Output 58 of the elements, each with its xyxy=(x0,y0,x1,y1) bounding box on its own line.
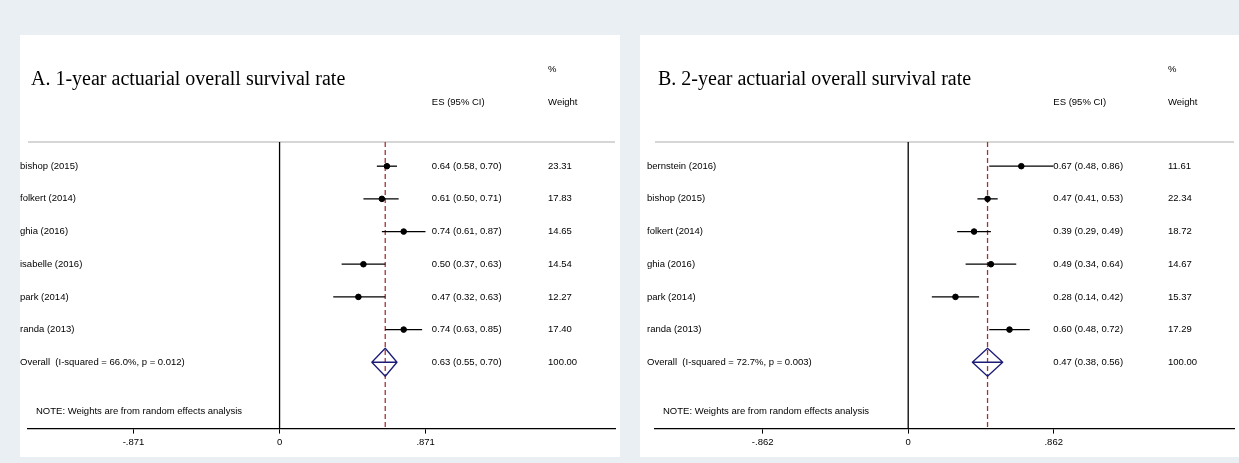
y-tick-label: park (2014) xyxy=(647,290,696,302)
x-tick-label: -.862 xyxy=(751,435,774,447)
annotation: 17.40 xyxy=(548,323,572,335)
y-tick-label: folkert (2014) xyxy=(20,192,76,204)
y-tick-label: bernstein (2016) xyxy=(647,159,717,171)
annotation: 14.65 xyxy=(548,225,572,237)
text: % xyxy=(548,62,558,74)
x-tick-label: 0 xyxy=(905,435,911,447)
text: ES (95% CI) xyxy=(431,95,485,107)
text: % xyxy=(1167,62,1177,74)
x-tick-label: .862 xyxy=(1044,435,1063,447)
annotation: 15.37 xyxy=(1167,290,1192,302)
annotation: 11.61 xyxy=(1167,159,1192,171)
y-tick-label: isabelle (2016) xyxy=(20,257,83,269)
annotation: 0.50 (0.37, 0.63) xyxy=(431,257,502,269)
y-tick-label: bishop (2015) xyxy=(647,192,706,204)
annotation: 0.49 (0.34, 0.64) xyxy=(1053,257,1124,269)
annotation: 12.27 xyxy=(548,290,572,302)
annotation: 23.31 xyxy=(548,159,572,171)
text: Weight xyxy=(548,95,578,107)
annotation: 0.74 (0.63, 0.85) xyxy=(431,323,502,335)
annotation: 0.28 (0.14, 0.42) xyxy=(1053,290,1124,302)
annotation: 0.61 (0.50, 0.71) xyxy=(431,192,502,204)
annotation: 100.00 xyxy=(1167,355,1198,367)
x-tick-label: -.871 xyxy=(122,435,145,447)
annotation: 0.64 (0.58, 0.70) xyxy=(431,159,502,171)
text: ES (95% CI) xyxy=(1053,95,1107,107)
annotation: 0.67 (0.48, 0.86) xyxy=(1053,159,1124,171)
annotation: 0.39 (0.29, 0.49) xyxy=(1053,225,1124,237)
annotation: 0.60 (0.48, 0.72) xyxy=(1053,323,1124,335)
annotation: 17.83 xyxy=(548,192,572,204)
text: Weight xyxy=(1167,95,1198,107)
annotation: 17.29 xyxy=(1167,323,1192,335)
y-tick-label: folkert (2014) xyxy=(647,225,703,237)
annotation: 22.34 xyxy=(1167,192,1192,204)
annotation: 14.67 xyxy=(1167,257,1192,269)
annotation: 0.63 (0.55, 0.70) xyxy=(431,355,502,367)
annotation: 0.47 (0.41, 0.53) xyxy=(1053,192,1124,204)
y-tick-label: randa (2013) xyxy=(20,323,75,335)
y-tick-label: ghia (2016) xyxy=(647,257,696,269)
chart-title: A. 1-year actuarial overall survival rate xyxy=(31,67,346,91)
x-tick-label: .871 xyxy=(416,435,435,447)
y-tick-label: ghia (2016) xyxy=(20,225,69,237)
text: NOTE: Weights are from random effects analysis xyxy=(36,404,243,416)
chart-title: B. 2-year actuarial overall survival rate xyxy=(658,67,972,91)
y-tick-label: Overall (I-squared = 72.7%, p = 0.003) xyxy=(647,355,812,367)
annotation: 14.54 xyxy=(548,257,572,269)
annotation: 0.47 (0.38, 0.56) xyxy=(1053,355,1124,367)
text: NOTE: Weights are from random effects analysis xyxy=(663,404,870,416)
y-tick-label: Overall (I-squared = 66.0%, p = 0.012) xyxy=(20,355,185,367)
annotation: 18.72 xyxy=(1167,225,1192,237)
annotation: 0.47 (0.32, 0.63) xyxy=(431,290,502,302)
annotation: 0.74 (0.61, 0.87) xyxy=(431,225,502,237)
y-tick-label: bishop (2015) xyxy=(20,159,79,171)
y-tick-label: randa (2013) xyxy=(647,323,702,335)
y-tick-label: park (2014) xyxy=(20,290,69,302)
x-tick-label: 0 xyxy=(276,435,283,447)
annotation: 100.00 xyxy=(548,355,578,367)
